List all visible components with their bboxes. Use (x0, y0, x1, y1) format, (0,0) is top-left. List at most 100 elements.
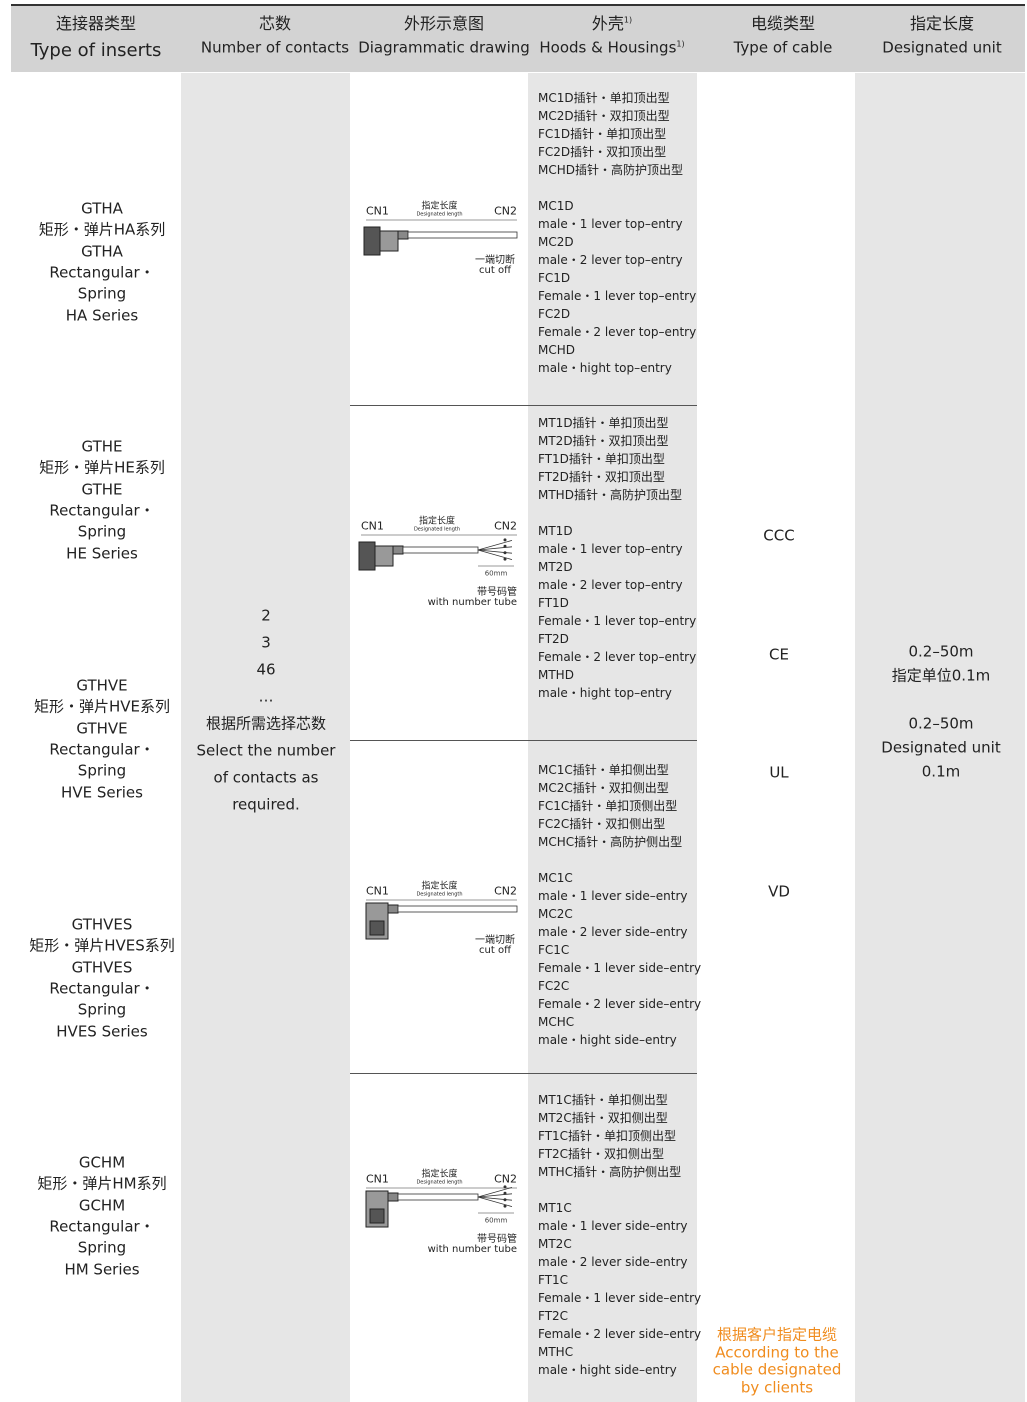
housing-en: FT1C (538, 1273, 569, 1287)
header-en: Number of contacts (200, 38, 350, 57)
housing-en: MC2D (538, 235, 574, 249)
insert-type: Rectangular・ (49, 501, 155, 520)
header-en: Type of inserts (30, 40, 162, 61)
housing-en: MCHD (538, 343, 575, 357)
housing-en: FC2C (538, 979, 570, 993)
cable-type: VD (768, 882, 790, 901)
housing-zh: MCHC插针・高防护侧出型 (538, 835, 683, 849)
contacts-text: 3 (261, 633, 271, 652)
drawing-shape (503, 1191, 507, 1195)
drawing-shape (503, 1204, 507, 1208)
header-zh: 芯数 (258, 14, 292, 33)
drawing-label: 60mm (484, 1216, 508, 1225)
housing-zh: FT2D插针・双扣顶出型 (538, 470, 665, 484)
header-zh: 电缆类型 (750, 14, 816, 33)
drawing-label: CN1 (361, 519, 384, 533)
insert-type: Rectangular・ (49, 740, 155, 759)
drawing-shape (503, 544, 507, 548)
header-zh: 外壳1) (591, 14, 633, 33)
drawing-shape (477, 540, 513, 551)
contacts-text: 根据所需选择芯数 (205, 714, 327, 733)
insert-type: Rectangular・ (49, 1217, 155, 1236)
housing-en: male・hight side–entry (538, 1363, 677, 1377)
housing-en: male・1 lever side–entry (538, 889, 688, 903)
drawing-shape (387, 904, 399, 914)
insert-type: Spring (77, 761, 127, 780)
contacts-text: 2 (261, 606, 271, 625)
insert-type: HE Series (66, 544, 138, 562)
drawing-shape (503, 1185, 507, 1189)
cable-note: According to the (715, 1343, 839, 1362)
housing-en: male・hight side–entry (538, 1033, 677, 1047)
header-bg (11, 6, 1025, 72)
contacts-text: of contacts as (213, 768, 319, 787)
housing-en: FT1D (538, 596, 569, 610)
length-text: 0.1m (921, 762, 961, 781)
housing-en: male・hight top–entry (538, 361, 672, 375)
insert-type: GTHA (81, 242, 123, 261)
insert-type: HA Series (65, 306, 139, 324)
housing-en: FC2D (538, 307, 571, 321)
housing-en: MC1C (538, 871, 573, 885)
drawing-label: 指定长度 (421, 1169, 458, 1180)
housing-en: Female・2 lever top–entry (538, 650, 697, 664)
housing-en: MT1C (538, 1201, 572, 1215)
insert-type: GTHE (81, 480, 123, 499)
drawing-shape (363, 226, 381, 256)
housing-en: male・1 lever top–entry (538, 542, 683, 556)
header-en: Hoods & Housings1) (539, 38, 685, 57)
drawing-shape (358, 541, 376, 571)
drawing-label: 指定长度 (421, 881, 458, 892)
drawing-label: 一端切断 (475, 255, 515, 266)
drawing-shape (397, 230, 409, 240)
column-bg (528, 73, 697, 1402)
length-text: 0.2–50m (908, 642, 974, 661)
header-en: Type of cable (733, 38, 833, 57)
insert-type: 矩形・弹片HVE系列 (33, 697, 171, 716)
housing-en: FC1C (538, 943, 570, 957)
insert-type: GTHE (81, 437, 123, 456)
housing-en: male・2 lever side–entry (538, 1255, 688, 1269)
header-zh: 外形示意图 (403, 14, 485, 33)
housing-en: MC2C (538, 907, 573, 921)
drawing-shape (477, 1196, 513, 1207)
housing-en: male・2 lever top–entry (538, 253, 683, 267)
drawing-shape (477, 1193, 513, 1198)
housing-en: male・2 lever side–entry (538, 925, 688, 939)
housing-zh: MCHD插针・高防护顶出型 (538, 163, 683, 177)
drawing-label: Designated length (413, 526, 461, 533)
cable-note: by clients (740, 1378, 814, 1397)
drawing-label: cut off (479, 945, 511, 956)
drawing-shape (374, 545, 394, 567)
housing-zh: MTHD插针・高防护顶出型 (538, 488, 682, 502)
drawing-label: cut off (479, 265, 511, 276)
drawing-label: Designated length (416, 211, 463, 218)
housing-en: Female・1 lever top–entry (538, 614, 697, 628)
insert-type: GCHM (78, 1196, 126, 1215)
drawing-label: 带号码管 (477, 1234, 517, 1245)
housing-en: FC1D (538, 271, 571, 285)
insert-type: GCHM (78, 1153, 126, 1172)
insert-type: HVE Series (61, 783, 143, 801)
housing-en: male・2 lever top–entry (538, 578, 683, 592)
housing-zh: FT2C插针・双扣侧出型 (538, 1147, 665, 1161)
drawing-label: with number tube (427, 1244, 517, 1255)
drawing-shape (477, 549, 513, 560)
insert-type: GTHVE (76, 676, 128, 695)
drawing-label: CN2 (494, 519, 517, 533)
housing-zh: MT1C插针・单扣侧出型 (538, 1093, 668, 1107)
insert-type: GTHA (81, 199, 123, 218)
drawing-label: 指定长度 (418, 516, 456, 527)
row-divider (350, 405, 697, 406)
drawing-label: 指定长度 (421, 201, 458, 212)
drawing-label: CN1 (366, 884, 389, 898)
housing-en: Female・2 lever top–entry (538, 325, 697, 339)
housing-en: MT1D (538, 524, 573, 538)
drawing-shape (402, 546, 479, 554)
footnote-mark: 1) (676, 39, 685, 49)
insert-type: 矩形・弹片HA系列 (38, 220, 166, 239)
housing-en: FT2C (538, 1309, 569, 1323)
housing-en: male・1 lever top–entry (538, 217, 683, 231)
drawing-shape (387, 1192, 399, 1202)
